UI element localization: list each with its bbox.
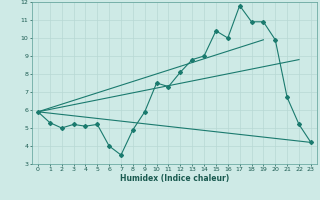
X-axis label: Humidex (Indice chaleur): Humidex (Indice chaleur) bbox=[120, 174, 229, 183]
